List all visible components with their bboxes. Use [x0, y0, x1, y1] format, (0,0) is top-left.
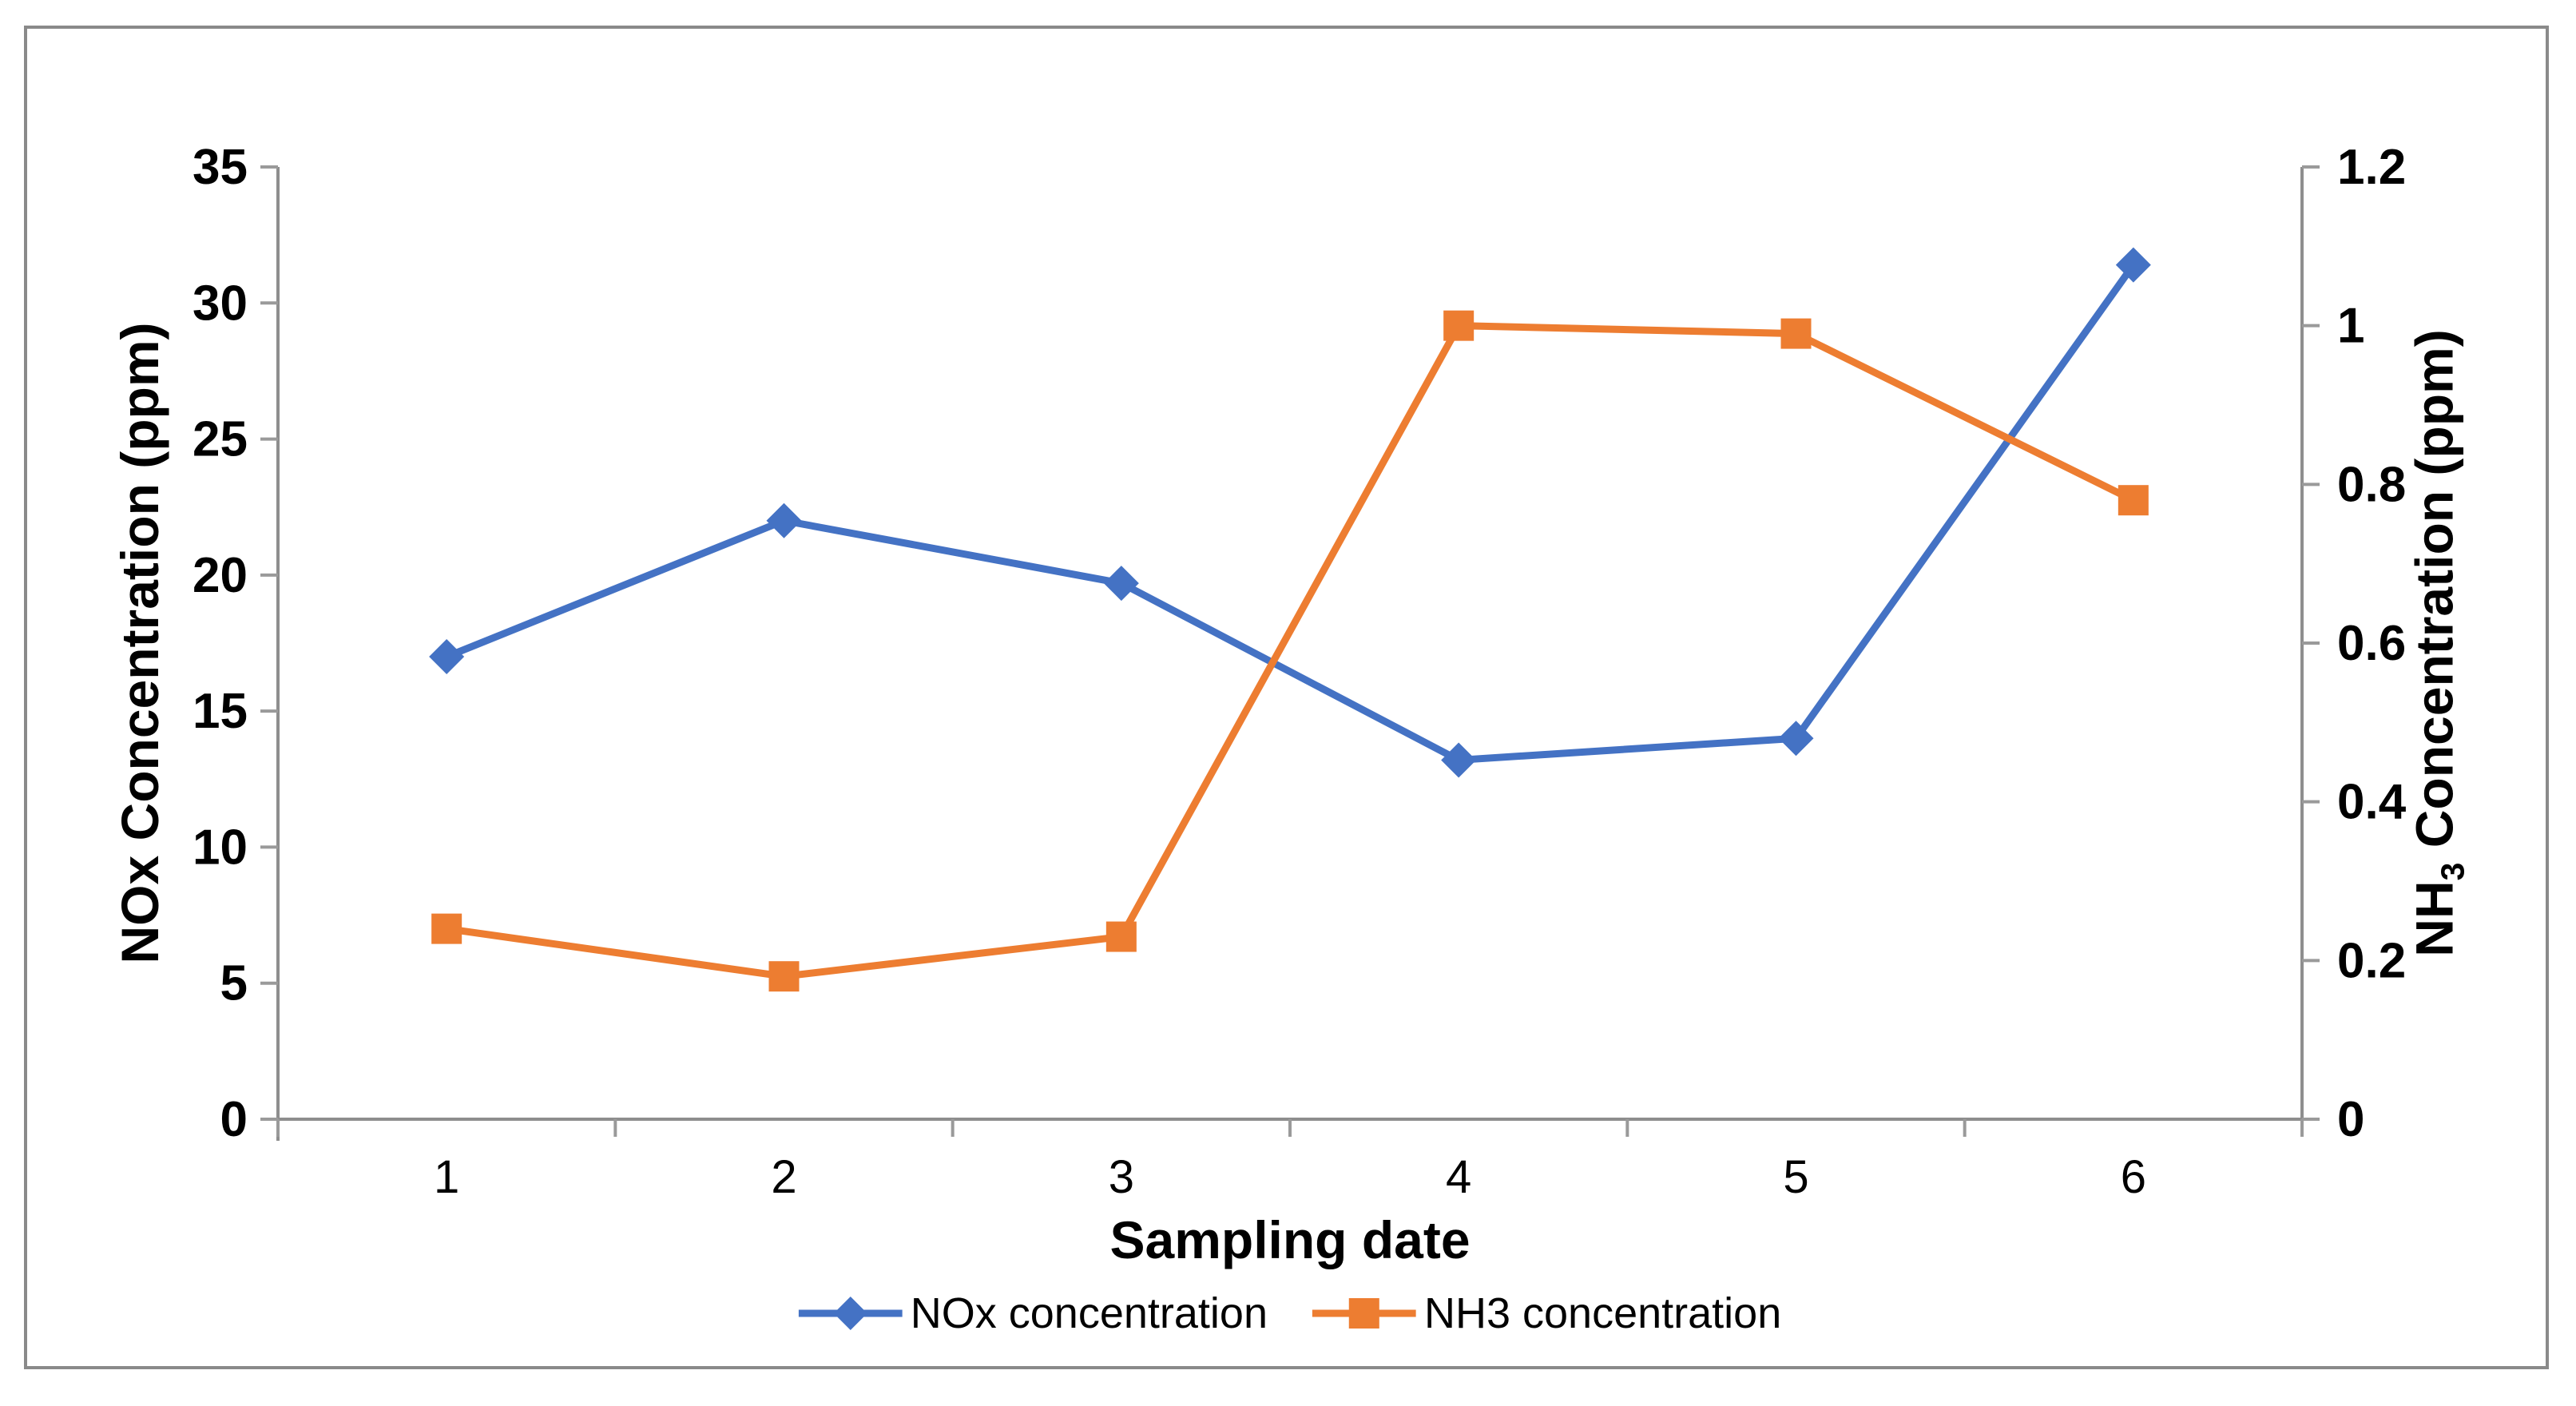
right-axis-tick-label: 0.2 — [2337, 933, 2406, 988]
legend-item-nh3: NH3 concentration — [1312, 1289, 1781, 1338]
legend-item-nox: NOx concentration — [798, 1289, 1268, 1338]
nh3-data-point — [1105, 921, 1137, 952]
left-axis-tick-label: 25 — [193, 412, 248, 467]
x-axis-tick-label: 3 — [1109, 1151, 1134, 1203]
nox-data-point — [429, 639, 465, 675]
nox-data-point — [1441, 742, 1477, 778]
nox-data-point — [766, 502, 802, 538]
x-axis-tick-label: 4 — [1446, 1151, 1471, 1203]
right-axis-tick-label: 0.6 — [2337, 616, 2406, 671]
nh3-data-point — [1780, 318, 1812, 349]
legend: NOx concentration NH3 concentration — [798, 1289, 1781, 1338]
left-axis-title: NOx Concentration (ppm) — [110, 322, 169, 964]
nox-data-point — [1103, 566, 1139, 602]
left-axis-tick-label: 30 — [193, 276, 248, 331]
x-axis-tick-label: 2 — [771, 1151, 796, 1203]
right-axis-tick-label: 1 — [2337, 299, 2364, 354]
nox-data-point — [1778, 721, 1814, 757]
legend-label-nox: NOx concentration — [910, 1289, 1268, 1337]
right-axis-title: NH3 Concentration (ppm) — [2403, 329, 2471, 956]
x-axis-tick-label: 6 — [2121, 1151, 2146, 1203]
left-axis-tick-label: 0 — [220, 1092, 248, 1147]
nh3-data-point — [431, 913, 462, 944]
nox-legend-marker-icon — [798, 1297, 903, 1330]
right-axis-tick-label: 1.2 — [2337, 140, 2406, 195]
nh3-data-point — [768, 961, 800, 992]
chart-frame — [24, 26, 2549, 1369]
left-axis-tick-label: 20 — [193, 548, 248, 603]
x-axis-title: Sampling date — [1109, 1210, 1471, 1269]
nh3-series-line — [443, 322, 2137, 980]
right-axis-title-suffix: Concentration (ppm) — [2404, 329, 2464, 863]
legend-label-nh3: NH3 concentration — [1423, 1289, 1782, 1337]
left-axis-tick-label: 5 — [220, 956, 248, 1011]
nox-data-point — [2115, 247, 2151, 283]
nh3-legend-marker-icon — [1312, 1298, 1416, 1329]
left-axis-tick-label: 35 — [193, 140, 248, 195]
left-axis-tick-label: 15 — [193, 684, 248, 739]
right-axis-tick-label: 0.4 — [2337, 775, 2407, 830]
right-axis-title-subscript: 3 — [2434, 862, 2471, 881]
right-axis-tick-label: 0 — [2337, 1092, 2364, 1147]
nh3-data-point — [2118, 485, 2149, 516]
x-axis-tick-label: 5 — [1783, 1151, 1808, 1203]
nh3-data-point — [1443, 310, 1475, 341]
right-axis-title-prefix: NH — [2404, 880, 2464, 957]
right-axis-tick-label: 0.8 — [2337, 457, 2406, 512]
nox-series-line — [443, 261, 2137, 764]
x-axis-tick-label: 1 — [434, 1151, 459, 1203]
left-axis-tick-label: 10 — [193, 820, 248, 875]
